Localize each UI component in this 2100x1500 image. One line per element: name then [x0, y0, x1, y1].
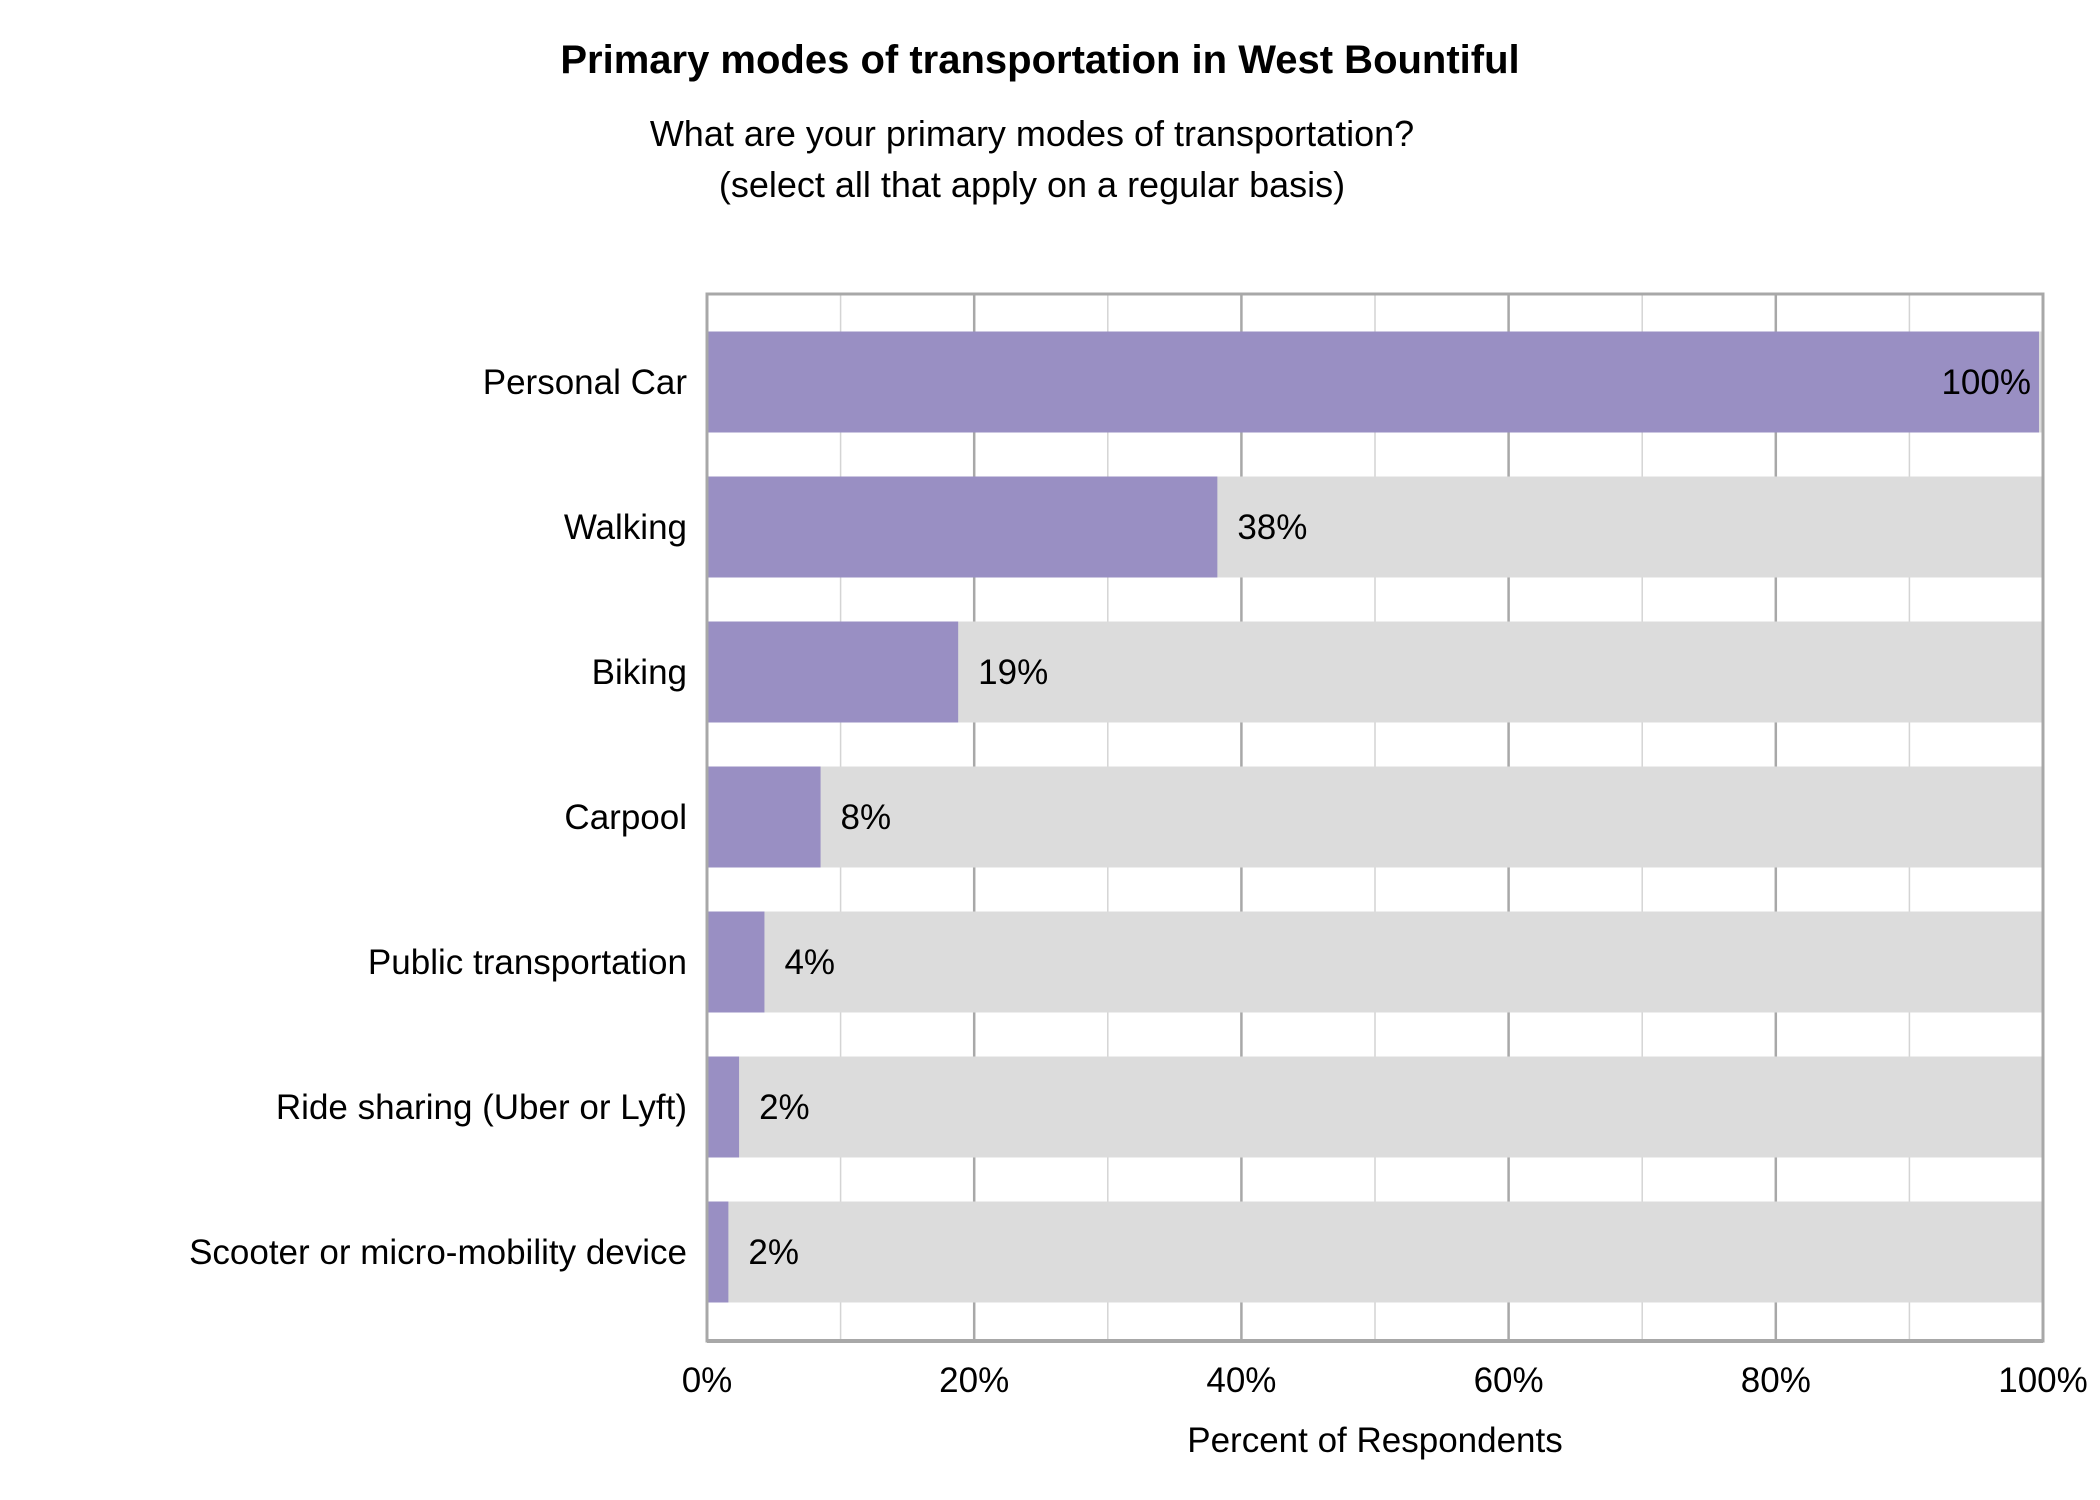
chart-title: Primary modes of transportation in West … — [560, 38, 1519, 82]
x-axis-label: Percent of Respondents — [1187, 1421, 1563, 1460]
x-tick-label: 100% — [1998, 1361, 2088, 1400]
bar — [707, 476, 1218, 578]
background-bar — [707, 1201, 2043, 1303]
data-label: 100% — [1941, 363, 2031, 402]
data-label: 19% — [978, 653, 1048, 692]
background-bar — [707, 911, 2043, 1013]
category-label: Carpool — [564, 798, 687, 837]
category-label: Biking — [592, 653, 687, 692]
bar — [707, 621, 959, 723]
category-label: Personal Car — [483, 363, 688, 402]
x-tick-label: 20% — [939, 1361, 1009, 1400]
bar — [707, 331, 2039, 433]
category-label: Walking — [564, 508, 687, 547]
x-tick-label: 40% — [1206, 1361, 1276, 1400]
background-bar — [707, 1056, 2043, 1158]
x-tick-label: 0% — [682, 1361, 733, 1400]
x-tick-label: 60% — [1474, 1361, 1544, 1400]
category-label: Ride sharing (Uber or Lyft) — [276, 1088, 687, 1127]
chart-subtitle-line-2: (select all that apply on a regular basi… — [719, 164, 1345, 205]
axes: 0% 20% 40% 60% 80% 100% — [682, 292, 2088, 1400]
x-tick-label: 80% — [1741, 1361, 1811, 1400]
data-label: 2% — [759, 1088, 810, 1127]
data-label: 2% — [748, 1233, 799, 1272]
background-bar — [707, 766, 2043, 868]
data-label: 38% — [1237, 508, 1307, 547]
bar — [707, 911, 765, 1013]
bar — [707, 1201, 729, 1303]
bar — [707, 1056, 740, 1158]
bars: Personal Car 100% Walking 38% Biking 19% Carpo… — [189, 331, 2043, 1303]
data-label: 8% — [841, 798, 892, 837]
bar — [707, 766, 821, 868]
chart-subtitle-line-1: What are your primary modes of transport… — [650, 113, 1414, 154]
category-label: Scooter or micro-mobility device — [189, 1233, 687, 1272]
data-label: 4% — [784, 943, 835, 982]
category-label: Public transportation — [368, 943, 687, 982]
